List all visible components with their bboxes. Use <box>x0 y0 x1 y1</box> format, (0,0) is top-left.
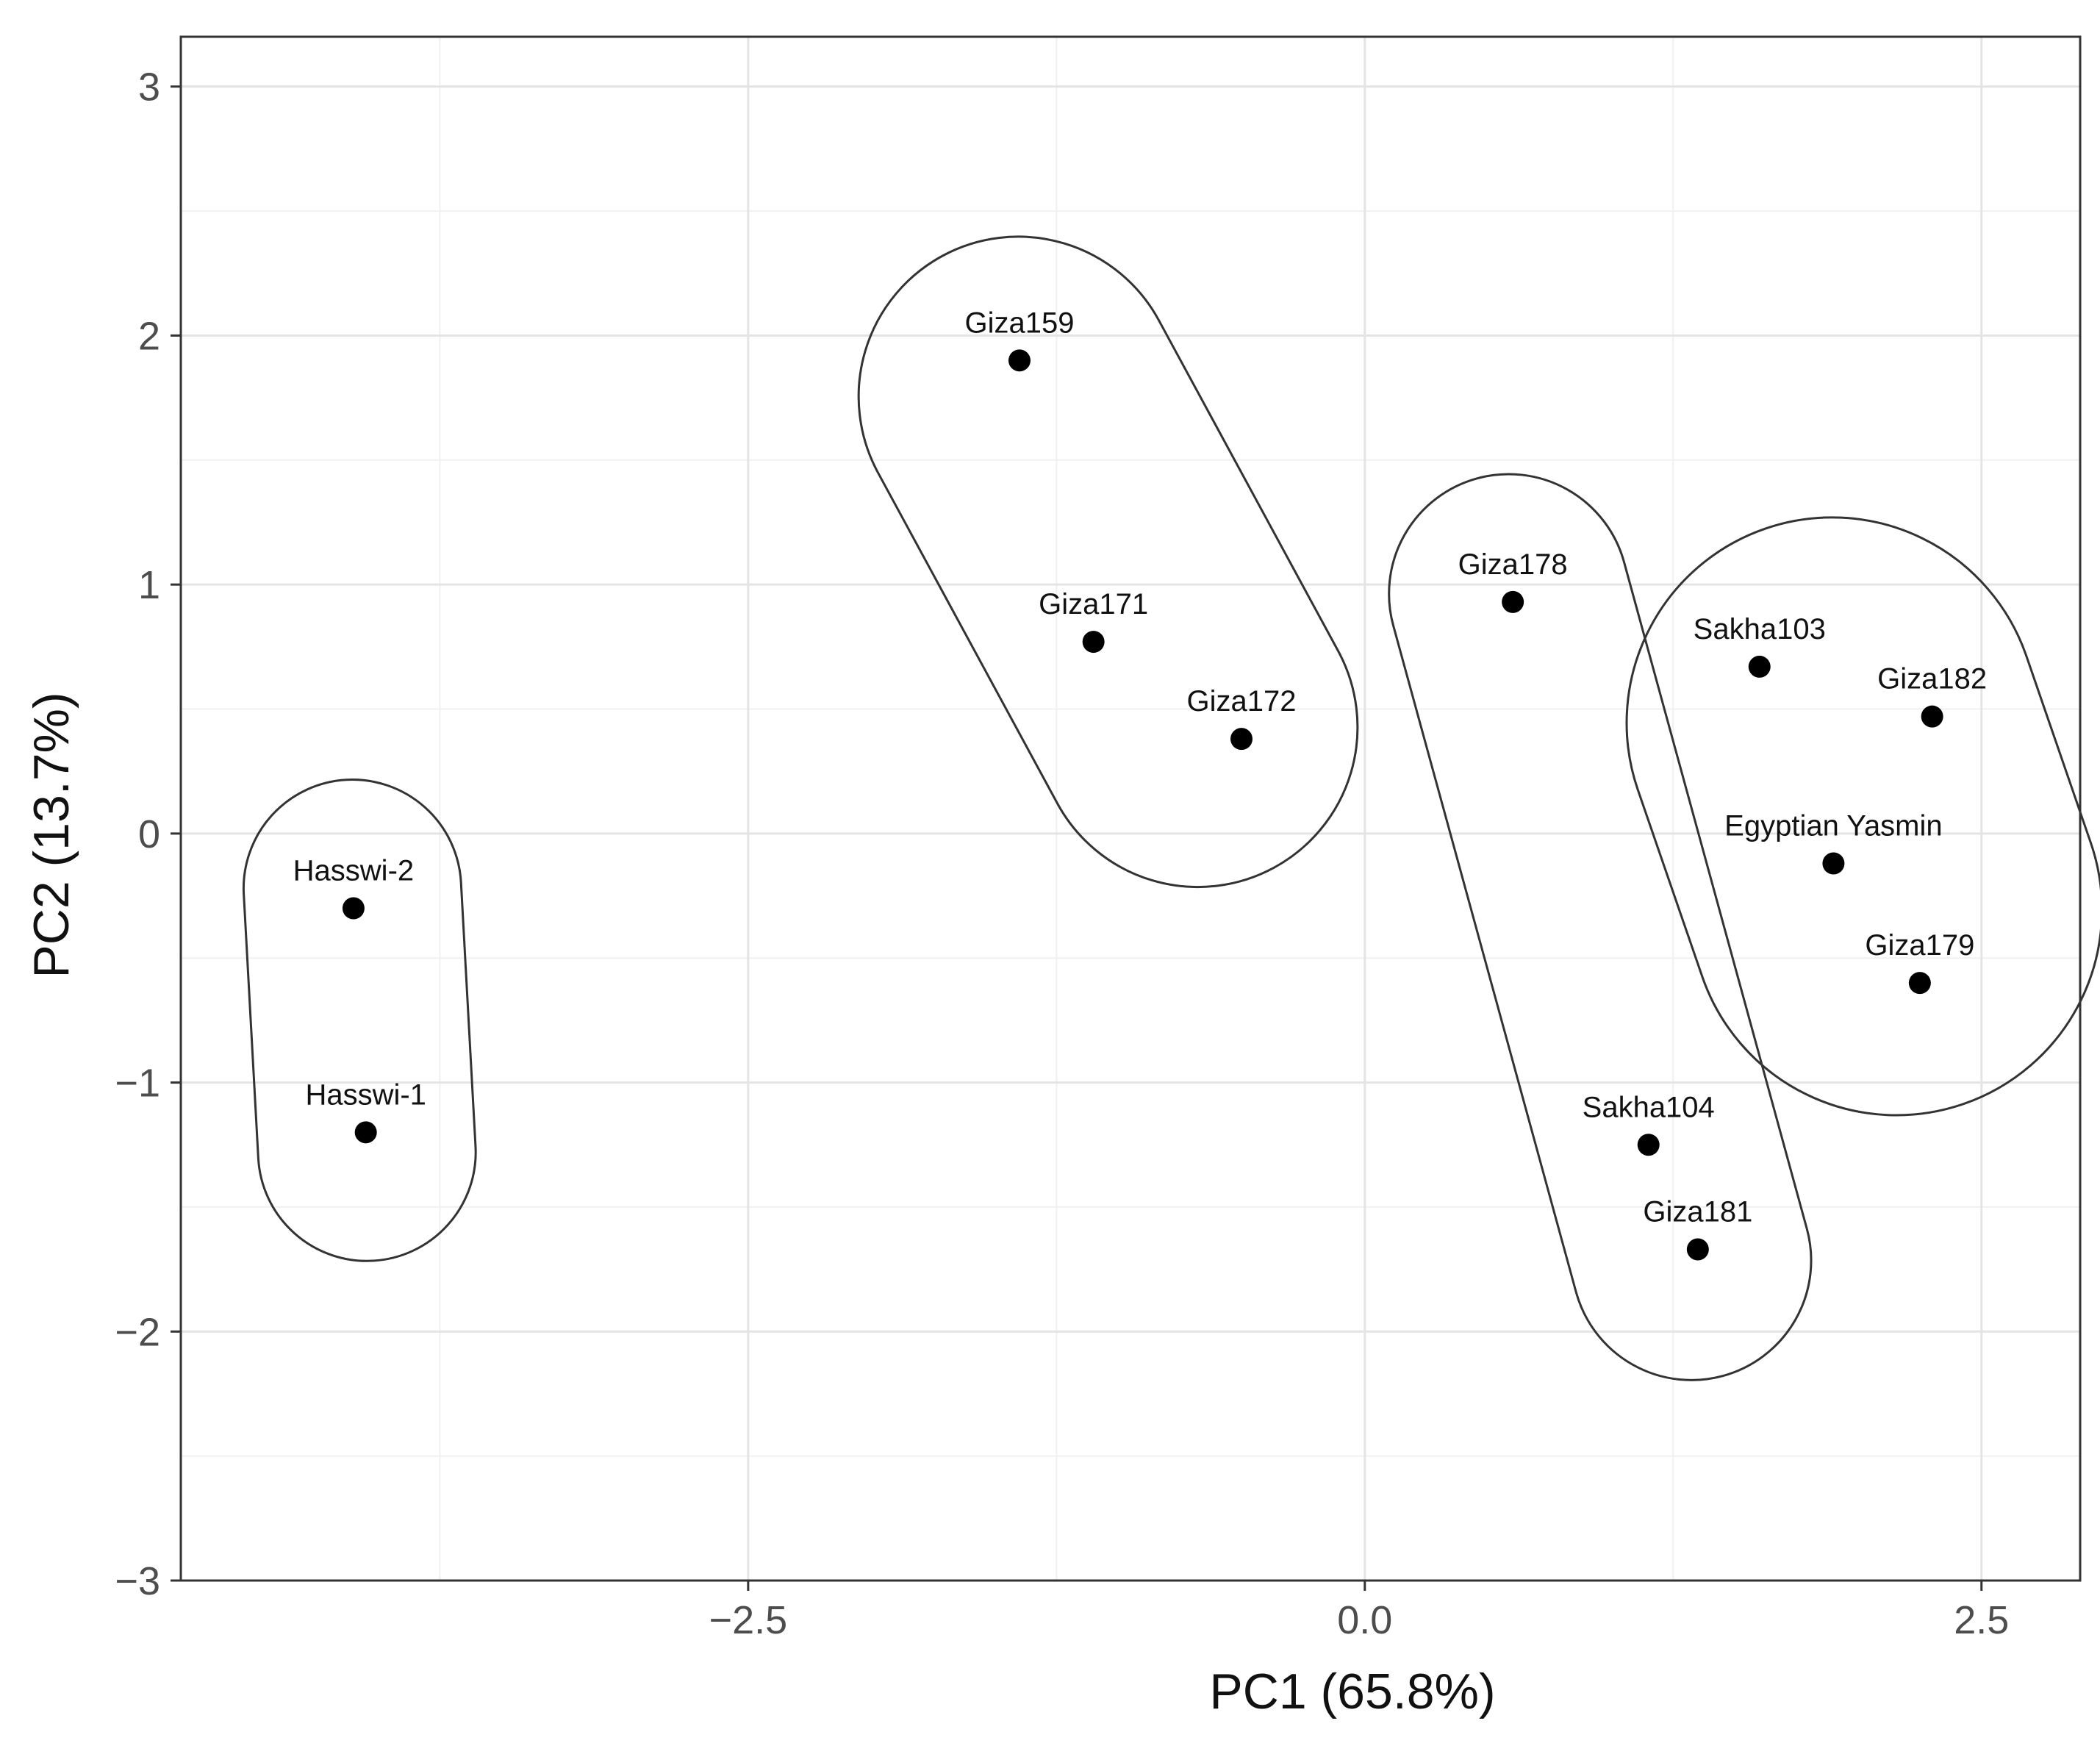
y-axis-label: PC2 (13.7%) <box>24 692 79 978</box>
point-label-hasswi-2: Hasswi-2 <box>293 854 414 887</box>
y-tick-label: 3 <box>138 65 160 110</box>
point-giza178 <box>1502 590 1524 613</box>
x-axis-label: PC1 (65.8%) <box>1209 1664 1496 1719</box>
y-tick-label: −2 <box>115 1310 160 1354</box>
point-label-sakha103: Sakha103 <box>1694 613 1826 645</box>
plot-panel <box>181 37 2080 1581</box>
y-tick-label: −3 <box>115 1559 160 1603</box>
point-label-sakha104: Sakha104 <box>1583 1091 1715 1123</box>
point-giza159 <box>1008 349 1031 372</box>
point-egyptian-yasmin <box>1822 852 1845 875</box>
point-hasswi-1 <box>354 1121 377 1144</box>
point-hasswi-2 <box>342 897 365 920</box>
point-sakha104 <box>1637 1134 1660 1156</box>
point-giza179 <box>1908 972 1931 995</box>
point-giza181 <box>1686 1238 1709 1261</box>
y-tick-label: 2 <box>138 314 160 358</box>
point-label-giza178: Giza178 <box>1458 548 1568 581</box>
y-tick-label: 1 <box>138 563 160 607</box>
point-giza182 <box>1921 705 1943 728</box>
cluster-1-outline <box>242 779 477 1262</box>
point-giza171 <box>1082 631 1105 654</box>
y-tick-label: 0 <box>138 812 160 856</box>
point-sakha103 <box>1748 655 1771 678</box>
x-tick-label: 2.5 <box>1954 1598 2009 1642</box>
axes: −2.5 0.0 2.5 3 2 1 0 −1 −2 −3 <box>115 35 2082 1642</box>
cluster-2-outline <box>857 235 1359 889</box>
point-label-egyptian-yasmin: Egyptian Yasmin <box>1724 810 1942 842</box>
cluster-outlines <box>242 235 2100 1381</box>
point-label-giza181: Giza181 <box>1643 1196 1752 1228</box>
cluster-3-outline <box>1388 473 1813 1381</box>
cluster-4-outline <box>1625 516 2100 1117</box>
point-label-giza182: Giza182 <box>1877 663 1987 695</box>
plot-border <box>179 35 2082 1582</box>
point-label-giza179: Giza179 <box>1865 929 1974 962</box>
y-tick-label: −1 <box>115 1062 160 1106</box>
x-tick-label: −2.5 <box>709 1598 788 1642</box>
point-label-hasswi-1: Hasswi-1 <box>305 1078 426 1111</box>
x-tick-label: 0.0 <box>1337 1598 1392 1642</box>
point-label-giza159: Giza159 <box>964 307 1074 339</box>
point-label-giza172: Giza172 <box>1187 685 1297 717</box>
data-points: Hasswi-2 Hasswi-1 Giza159 Giza171 Giza172 Giz… <box>293 307 1987 1261</box>
grid <box>181 37 2080 1582</box>
point-giza172 <box>1230 728 1253 751</box>
point-label-giza171: Giza171 <box>1039 588 1148 620</box>
